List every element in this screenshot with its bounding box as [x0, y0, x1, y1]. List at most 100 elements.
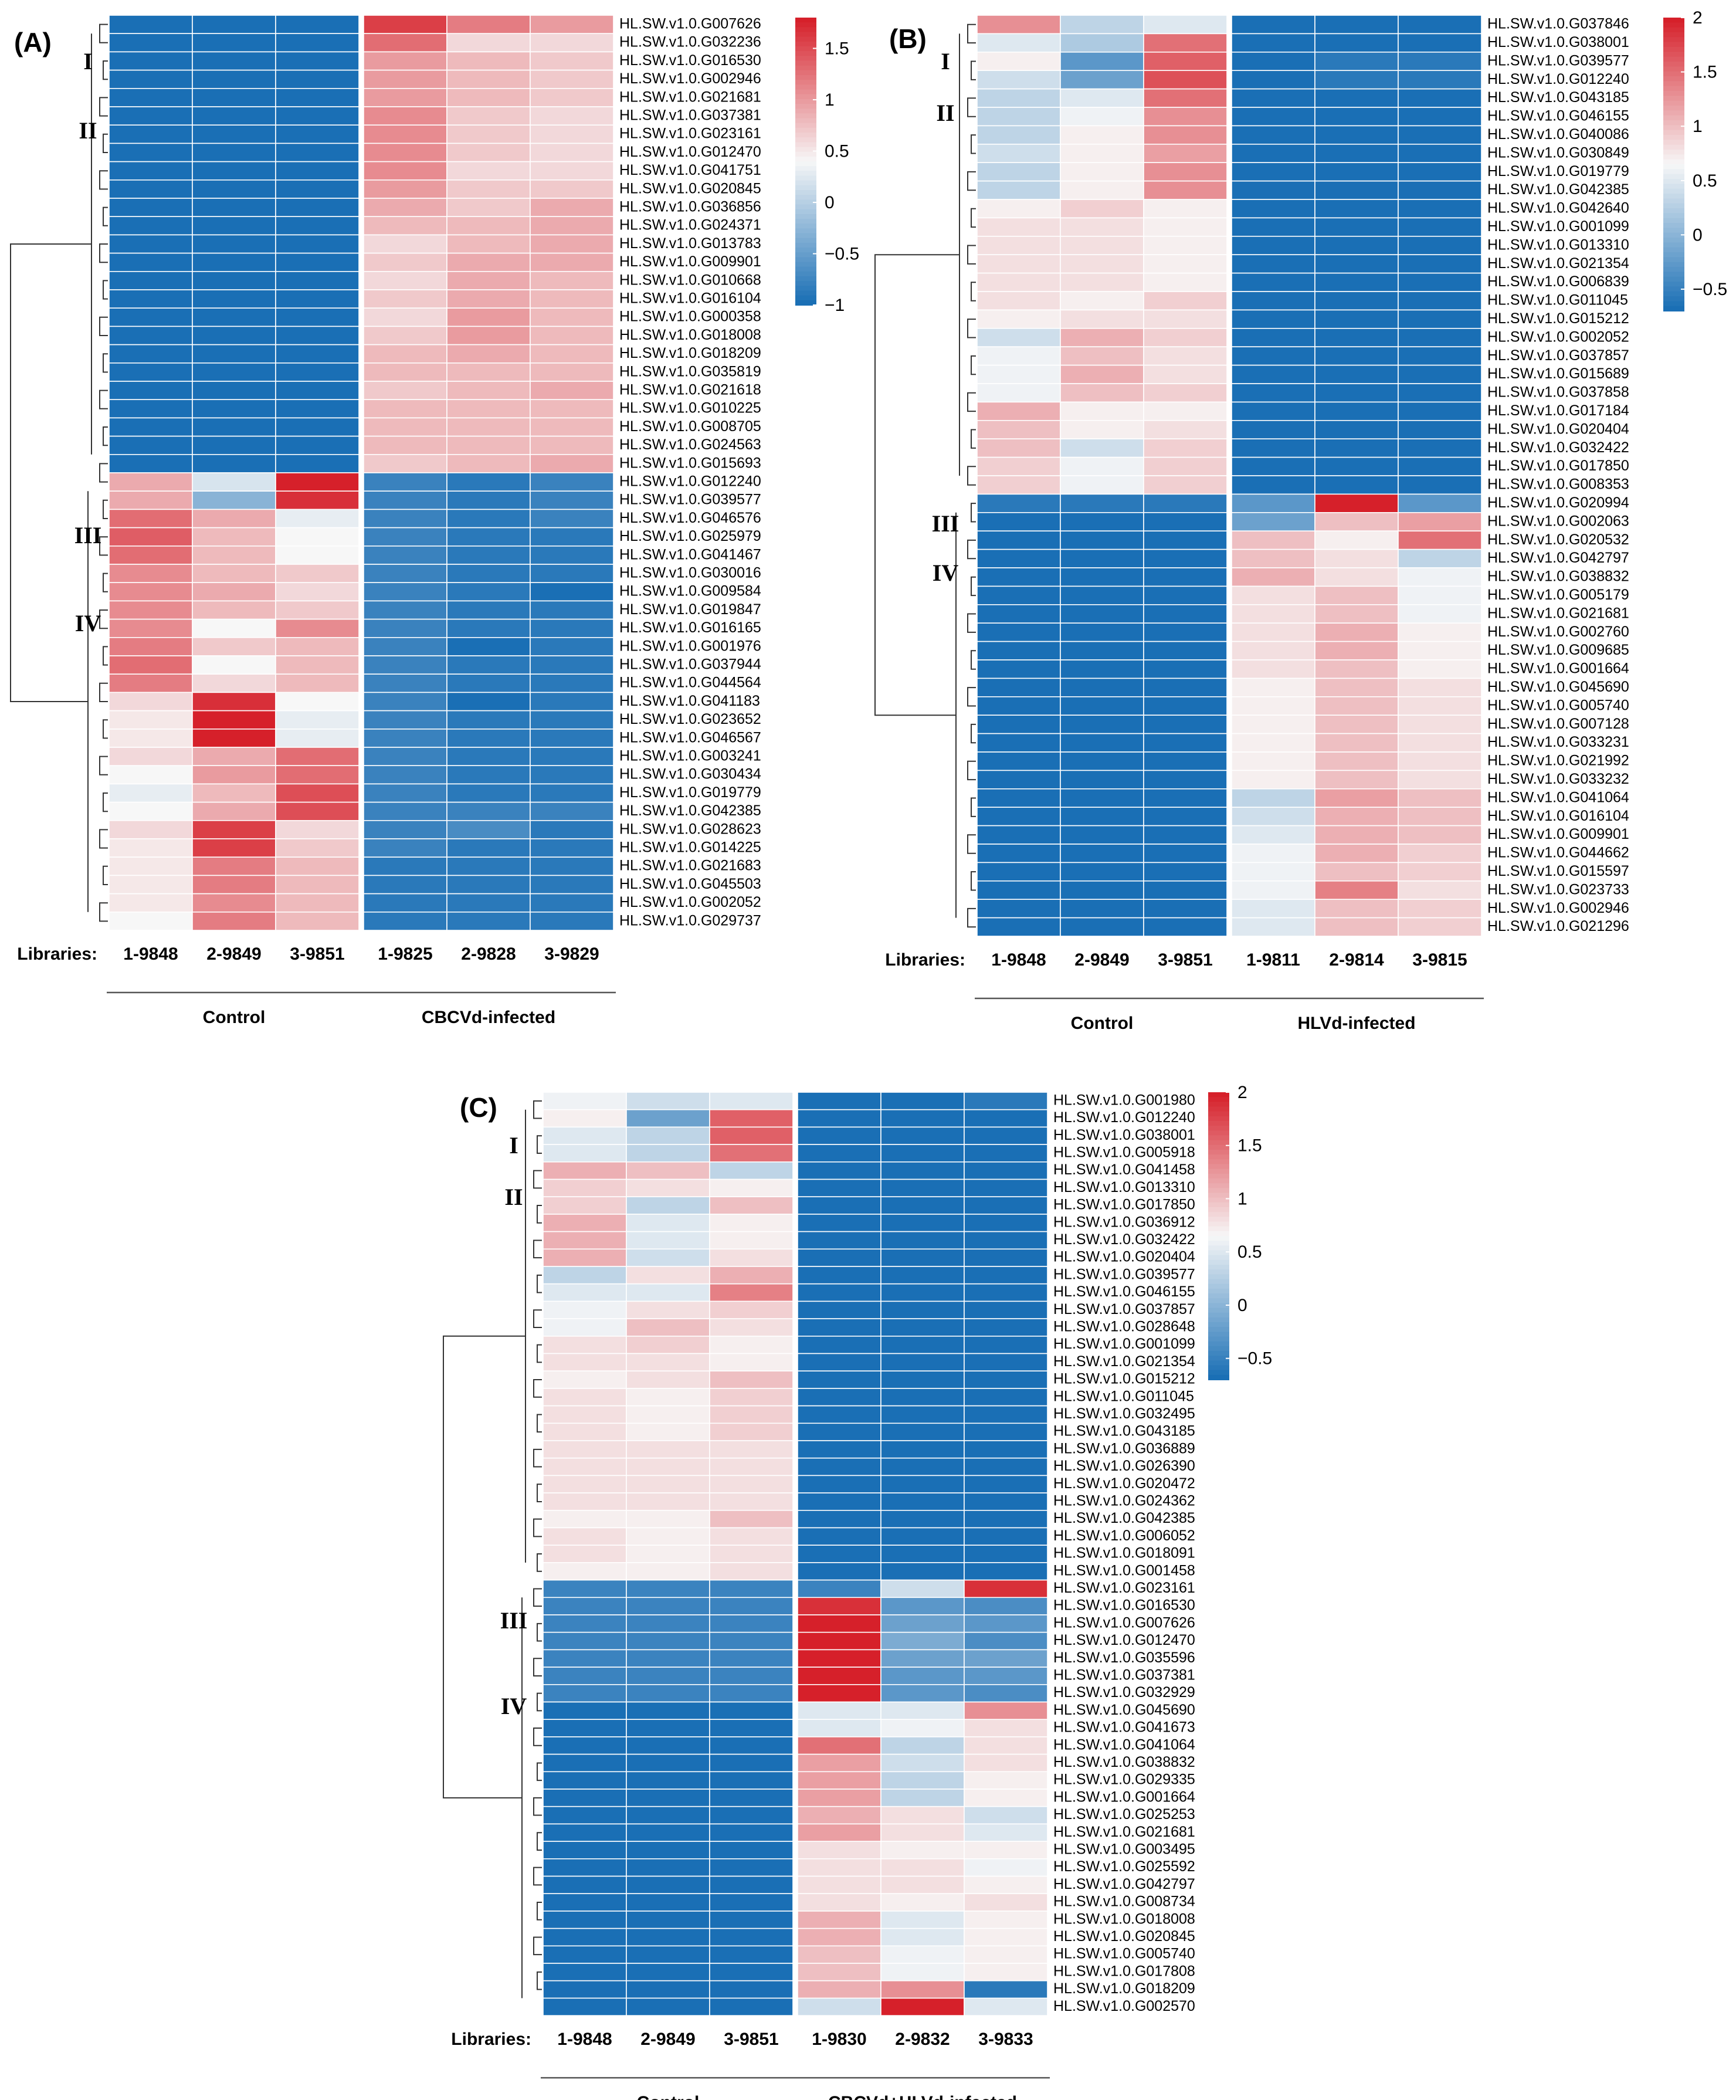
heatmap-cell — [192, 15, 276, 35]
heatmap-cell — [192, 51, 276, 71]
heatmap-cell — [542, 1092, 627, 1110]
heatmap-cell — [530, 51, 614, 71]
heatmap-cell — [363, 692, 447, 712]
heatmap-cell — [108, 729, 193, 748]
heatmap-cell — [797, 1248, 881, 1267]
heatmap-cell — [1143, 678, 1228, 697]
heatmap-cell — [964, 1684, 1048, 1703]
heatmap-cell — [1060, 844, 1144, 863]
gene-label: HL.SW.v1.0.G008705 — [619, 418, 761, 435]
heatmap-cell — [1398, 548, 1482, 568]
libraries-label: Libraries: — [885, 950, 965, 970]
group-label: CBCVd+HLVd-infected — [828, 2093, 1017, 2100]
heatmap-cells — [976, 15, 1482, 937]
heatmap-cell — [797, 1963, 881, 1982]
colorbar-segment — [1208, 1164, 1229, 1170]
heatmap-cell — [108, 362, 193, 382]
colorbar-segment — [795, 137, 816, 143]
heatmap-cell — [626, 1353, 710, 1372]
heatmap-cell — [1398, 180, 1482, 200]
colorbar-segment — [795, 133, 816, 138]
heatmap-cell — [964, 1875, 1048, 1895]
colorbar-segment — [795, 123, 816, 128]
heatmap-cell — [108, 33, 193, 53]
heatmap-cell — [530, 856, 614, 876]
colorbar-segment — [1208, 1303, 1229, 1309]
heatmap-cell — [1314, 199, 1399, 219]
heatmap-cell — [1143, 217, 1228, 237]
heatmap-cell — [1143, 383, 1228, 403]
gene-label: HL.SW.v1.0.G035596 — [1053, 1649, 1195, 1666]
heatmap-cell — [108, 216, 193, 236]
heatmap-cell — [880, 1126, 965, 1145]
heatmap-cell — [626, 1841, 710, 1859]
colorbar-segment — [795, 180, 816, 186]
heatmap-cell — [797, 1492, 881, 1511]
heatmap-cell — [964, 1126, 1048, 1145]
colorbar-segment — [795, 80, 816, 86]
heatmap-cell — [797, 1144, 881, 1163]
heatmap-cell — [797, 1631, 881, 1651]
gene-label: HL.SW.v1.0.G006052 — [1053, 1527, 1195, 1544]
dendrogram-leaf — [967, 466, 976, 486]
heatmap-cell — [1143, 622, 1228, 642]
colorbar-segment — [795, 70, 816, 76]
heatmap-cell — [1231, 438, 1315, 458]
gene-label: HL.SW.v1.0.G005918 — [1053, 1144, 1195, 1160]
colorbar-tick-label: 0 — [1237, 1296, 1247, 1315]
dendrogram-leaf — [971, 576, 976, 597]
heatmap-cell — [709, 1161, 794, 1180]
dendrogram-leaf — [533, 1379, 542, 1398]
heatmap-cell — [1060, 180, 1144, 200]
colorbar-segment — [1663, 91, 1684, 97]
dendrogram-leaf — [99, 23, 108, 43]
gene-label: HL.SW.v1.0.G007626 — [1053, 1614, 1195, 1631]
colorbar-tick-label: 0 — [1693, 225, 1703, 245]
heatmap-cell — [1314, 217, 1399, 237]
colorbar-segment — [795, 204, 816, 210]
gene-label: HL.SW.v1.0.G041751 — [619, 162, 761, 178]
heatmap-cell — [446, 618, 531, 638]
dendrogram-leaf — [971, 503, 976, 523]
library-label: 3-9851 — [1158, 950, 1212, 970]
heatmap-cell — [709, 1597, 794, 1615]
colorbar-segment — [1208, 1327, 1229, 1333]
library-label: 3-9833 — [978, 2030, 1033, 2049]
heatmap-cell — [1398, 15, 1482, 35]
heatmap-cell — [964, 1300, 1048, 1319]
colorbar-segment — [1208, 1365, 1229, 1371]
gene-label: HL.SW.v1.0.G007626 — [619, 15, 761, 32]
heatmap-cell — [542, 1318, 627, 1337]
heatmap-cell — [880, 1684, 965, 1703]
heatmap-cell — [275, 124, 360, 144]
heatmap-cell — [880, 1875, 965, 1895]
heatmap-cell — [363, 509, 447, 529]
heatmap-cell — [542, 1701, 627, 1720]
heatmap-cell — [964, 1562, 1048, 1581]
colorbar-segment — [1208, 1269, 1229, 1275]
group-label: Control — [203, 1008, 266, 1027]
colorbar-segment — [1208, 1202, 1229, 1208]
dendrogram-leaf — [967, 907, 976, 928]
heatmap-cell — [797, 1928, 881, 1947]
heatmap-cell — [275, 472, 360, 492]
heatmap-cell — [1231, 456, 1315, 476]
heatmap-cell — [530, 509, 614, 529]
heatmap-cell — [1398, 641, 1482, 661]
colorbar-tick-label: 1.5 — [1693, 63, 1717, 82]
heatmap-cell — [446, 747, 531, 767]
heatmap-cell — [446, 234, 531, 254]
heatmap-cell — [976, 383, 1061, 403]
heatmap-cell — [363, 765, 447, 785]
heatmap-cell — [446, 161, 531, 181]
heatmap-cell — [1143, 272, 1228, 292]
heatmap-cell — [530, 838, 614, 858]
heatmap-cell — [709, 1544, 794, 1563]
colorbar-segment — [795, 295, 816, 301]
heatmap-cell — [1060, 530, 1144, 550]
heatmap-cell — [363, 783, 447, 803]
group-label: Control — [637, 2093, 700, 2100]
dendrogram-leaf — [103, 865, 108, 885]
gene-label: HL.SW.v1.0.G008353 — [1487, 476, 1629, 493]
heatmap-cell — [626, 1422, 710, 1441]
